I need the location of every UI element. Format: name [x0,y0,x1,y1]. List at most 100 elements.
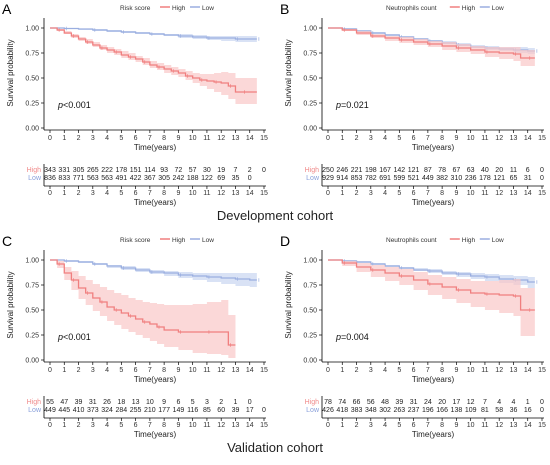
x-tick-label: 2 [355,135,359,142]
risk-count: 4 [512,399,516,406]
risk-x-tick-label: 0 [48,190,52,197]
x-tick-label: 11 [481,135,488,142]
risk-count: 2 [248,167,252,174]
risk-x-tick-label: 10 [467,422,475,429]
legend: Neutrophils count High Low [386,237,504,244]
y-tick-label: 1.00 [25,26,39,33]
x-tick-label: 12 [217,135,225,142]
x-axis-label: Time(years) [134,143,177,152]
risk-count: 263 [393,407,405,414]
risk-count: 178 [479,175,491,182]
risk-x-tick-label: 13 [232,422,240,429]
risk-x-tick-label: 12 [495,422,503,429]
risk-x-tick-label: 8 [162,422,166,429]
risk-count: 36 [510,407,518,414]
risk-count: 122 [201,175,213,182]
y-axis-label: Survival probability [6,39,15,106]
legend: Risk score High Low [120,5,214,12]
x-tick-label: 1 [340,367,344,374]
risk-x-tick-label: 7 [148,190,152,197]
x-tick-label: 10 [189,367,197,374]
risk-count: 142 [393,167,405,174]
risk-count: 93 [160,167,168,174]
risk-x-axis-label: Time(years) [134,430,177,439]
risk-x-tick-label: 6 [134,422,138,429]
risk-count: 10 [146,399,154,406]
y-tick-label: 0.50 [303,308,317,315]
risk-count: 691 [379,175,391,182]
x-tick-label: 15 [538,367,546,374]
risk-count: 151 [130,167,142,174]
risk-count: 16 [524,407,532,414]
legend-label-low: Low [492,237,504,244]
y-tick-label: 0.50 [25,308,39,315]
y-tick-label: 1.00 [303,26,317,33]
risk-x-tick-label: 9 [454,190,458,197]
risk-row-label-high: High [27,399,42,406]
panel-letter: B [280,1,289,17]
risk-count: 5 [191,399,195,406]
risk-count: 343 [44,167,56,174]
risk-count: 6 [176,399,180,406]
x-tick-label: 11 [481,367,488,374]
survival-line-low [50,27,257,40]
risk-count: 250 [322,167,334,174]
x-tick-label: 3 [91,135,95,142]
x-tick-label: 5 [119,367,123,374]
risk-x-tick-label: 3 [91,190,95,197]
risk-count: 771 [73,175,85,182]
risk-x-tick-label: 15 [260,422,268,429]
risk-count: 188 [187,175,199,182]
x-tick-label: 0 [326,135,330,142]
risk-count: 0 [540,407,544,414]
x-tick-label: 0 [48,135,52,142]
risk-count: 48 [381,399,389,406]
panel-letter: D [280,233,290,249]
risk-count: 4 [497,399,501,406]
risk-x-tick-label: 14 [524,422,532,429]
risk-count: 0 [262,167,266,174]
risk-table: High 250 246 221 198 167 142 121 87 78 67 63 40 20 11 6… [305,164,546,207]
x-tick-label: 15 [538,135,546,142]
risk-x-tick-label: 10 [189,190,197,197]
risk-count: 210 [144,407,156,414]
legend-label-high: High [462,237,476,244]
risk-x-tick-label: 2 [355,422,359,429]
y-tick-label: 0.25 [303,333,317,340]
x-tick-label: 0 [48,367,52,374]
risk-count: 13 [132,399,140,406]
risk-x-tick-label: 8 [440,422,444,429]
risk-count: 265 [87,167,99,174]
legend: Neutrophils count High Low [386,5,504,12]
risk-count: 39 [75,399,83,406]
x-tick-label: 10 [467,367,475,374]
x-tick-label: 7 [148,367,152,374]
risk-count: 373 [87,407,99,414]
y-tick-label: 0.50 [303,76,317,83]
risk-x-tick-label: 5 [397,422,401,429]
x-axis-label: Time(years) [412,375,455,384]
ci-band-high [328,28,535,66]
x-tick-label: 10 [189,135,197,142]
risk-x-tick-label: 11 [203,190,210,197]
x-tick-label: 7 [426,135,430,142]
risk-row-label-high: High [305,167,320,174]
legend-title: Neutrophils count [386,237,437,244]
risk-count: 109 [465,407,477,414]
risk-x-tick-label: 4 [105,190,109,197]
risk-count: 929 [322,175,334,182]
x-tick-label: 4 [383,135,387,142]
risk-x-tick-label: 2 [355,190,359,197]
risk-x-tick-label: 14 [246,422,254,429]
risk-x-axis-label: Time(years) [412,198,455,207]
risk-count: 0 [540,399,544,406]
risk-count: 853 [351,175,363,182]
survival-line-high [50,259,236,346]
risk-count: 198 [365,167,377,174]
y-tick-label: 0.25 [303,101,317,108]
y-tick-label: 0.75 [25,51,39,58]
risk-x-tick-label: 6 [412,190,416,197]
